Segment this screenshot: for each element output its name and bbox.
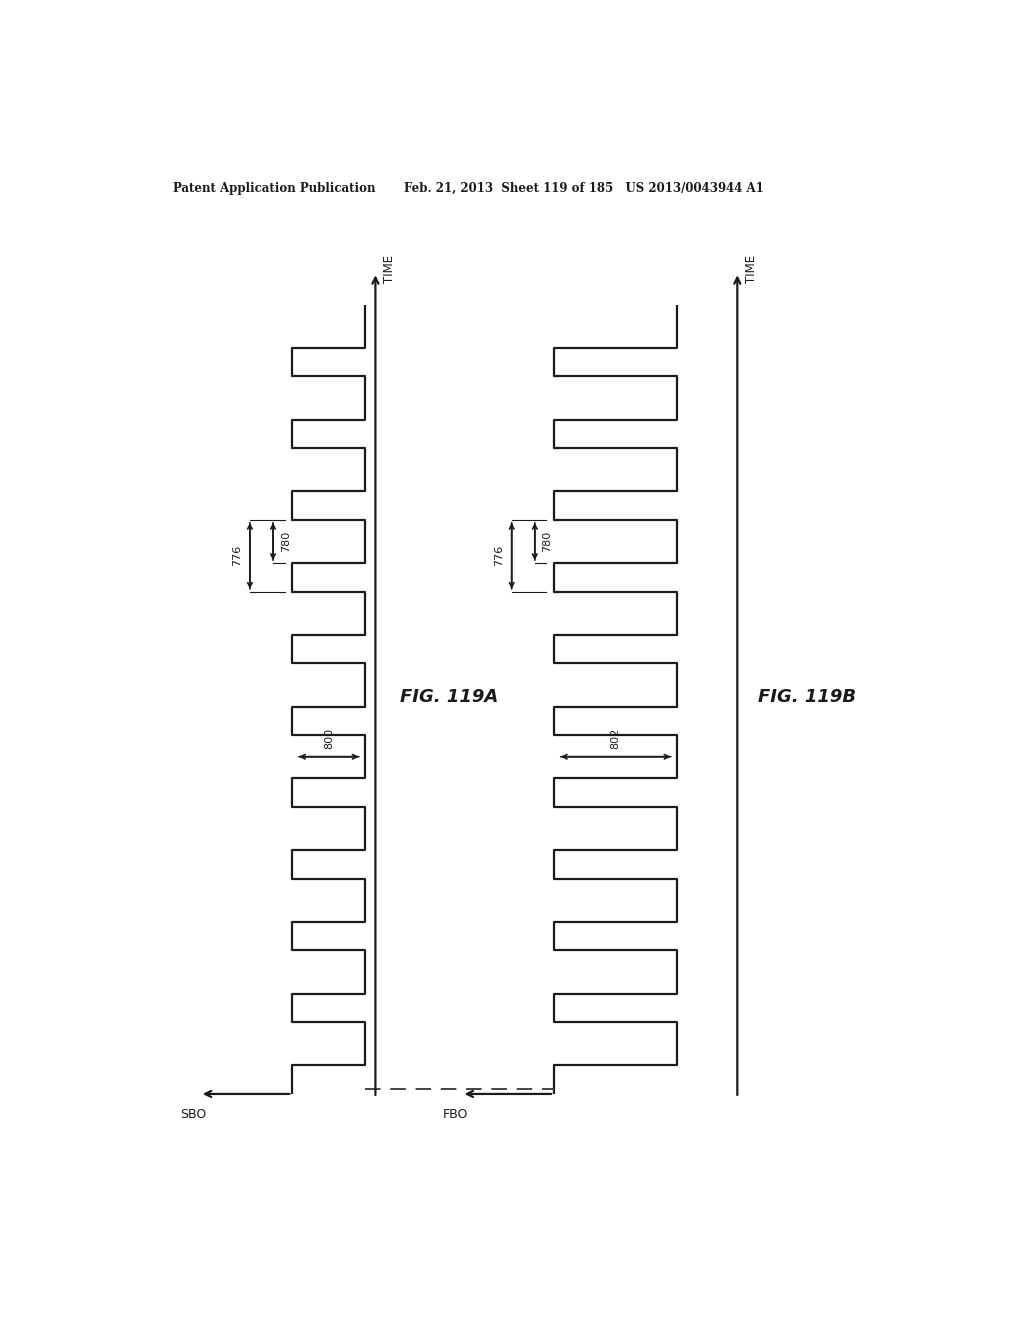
Text: FIG. 119B: FIG. 119B	[758, 689, 856, 706]
Text: 776: 776	[232, 545, 243, 566]
Text: FBO: FBO	[442, 1107, 468, 1121]
Text: Patent Application Publication: Patent Application Publication	[173, 182, 376, 194]
Text: 780: 780	[281, 531, 291, 552]
Text: 776: 776	[494, 545, 504, 566]
Text: TIME: TIME	[383, 255, 396, 284]
Text: SBO: SBO	[180, 1107, 207, 1121]
Text: 802: 802	[610, 727, 621, 748]
Text: 800: 800	[324, 727, 334, 748]
Text: FIG. 119A: FIG. 119A	[400, 689, 499, 706]
Text: Feb. 21, 2013  Sheet 119 of 185   US 2013/0043944 A1: Feb. 21, 2013 Sheet 119 of 185 US 2013/0…	[403, 182, 764, 194]
Text: TIME: TIME	[745, 255, 758, 284]
Text: 780: 780	[543, 531, 553, 552]
